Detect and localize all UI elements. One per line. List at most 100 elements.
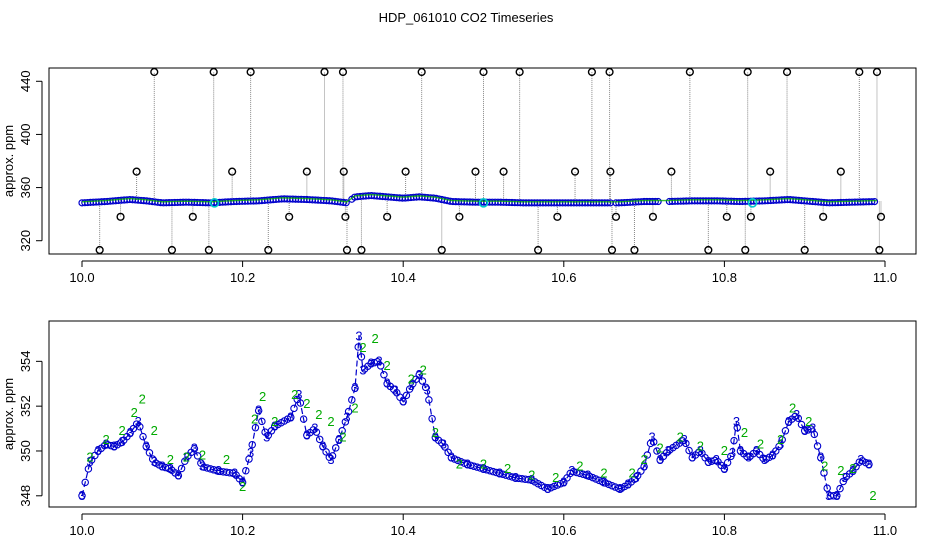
series-a-point [348, 396, 356, 404]
series-a-marker-label: 3 [624, 477, 631, 492]
series-a-marker-label: 3 [640, 459, 647, 474]
series-b-marker-label: 2 [251, 412, 258, 427]
series-b-marker-label: 2 [821, 459, 828, 474]
series-a-marker-label: 3 [151, 454, 158, 469]
figure-title: HDP_061010 CO2 Timeseries [379, 10, 554, 25]
lower-panel-y-axis-label: approx. ppm [1, 378, 16, 450]
series-b-marker-label: 2 [600, 465, 607, 480]
series-a-point [804, 426, 812, 434]
series-a-point [428, 414, 436, 423]
outlier-point [479, 67, 488, 77]
series-a-point [299, 415, 308, 423]
upper-y-tick-label: 320 [18, 230, 33, 252]
lower-y-tick-label: 350 [18, 440, 33, 462]
lower-x-tick-label: 10.8 [712, 523, 737, 538]
outlier-point [819, 212, 828, 221]
series-a-point [820, 469, 828, 477]
series-b-marker-label: 2 [315, 407, 322, 422]
series-a-marker-label: 3 [801, 423, 808, 438]
series-a-point [823, 484, 831, 492]
series-a-marker-label: 3 [733, 414, 740, 429]
outlier-point [204, 245, 213, 255]
series-b-marker-label: 2 [339, 430, 346, 445]
upper-panel-raw-co2: 10.0 10.2 10.4 10.6 10.8 11.0 320 360 400 440 ap… [1, 67, 917, 285]
series-a-marker-label: 3 [86, 454, 93, 469]
series-a-point [421, 383, 430, 392]
series-a-point [254, 406, 263, 415]
series-a-marker-label: 3 [769, 447, 776, 462]
series-a-marker-label: 3 [359, 362, 366, 377]
series-a-point [694, 448, 703, 457]
outlier-point [743, 67, 752, 77]
series-b-marker-label: 2 [271, 414, 278, 429]
series-a-marker-label: 3 [384, 376, 391, 391]
series-a-marker-label: 3 [689, 450, 696, 465]
series-a-marker-label: 3 [175, 468, 182, 483]
series-a-point [582, 471, 591, 479]
series-b-marker-label: 2 [167, 452, 174, 467]
series-a-marker-label: 3 [271, 418, 278, 433]
highlight-point [209, 198, 220, 208]
outlier-point [855, 67, 864, 77]
outlier-point [606, 167, 615, 176]
series-a-point [226, 468, 234, 477]
series-a-point [338, 427, 346, 435]
outlier-point [515, 67, 524, 77]
series-a-marker-label: 3 [448, 450, 455, 465]
upper-y-tick-label: 400 [18, 124, 33, 146]
outlier-point [383, 212, 392, 221]
series-a-point [399, 397, 407, 406]
series-b-marker-label: 2 [291, 387, 298, 402]
series-a-marker-label: 3 [215, 463, 222, 478]
series-a-marker-label: 3 [247, 445, 254, 460]
series-a-point [723, 458, 732, 467]
series-a-marker-label: 3 [817, 450, 824, 465]
series-a-marker-label: 3 [713, 452, 720, 467]
outlier-point [339, 167, 348, 176]
raw-data-point [870, 197, 879, 206]
series-a-point [142, 442, 150, 451]
series-a-marker-label: 3 [135, 414, 142, 429]
series-a-marker-label: 3 [841, 470, 848, 485]
upper-x-tick-label: 10.0 [69, 270, 94, 285]
series-a-marker-label: 3 [745, 450, 752, 465]
series-a-marker-label: 3 [375, 353, 382, 368]
outlier-point [342, 245, 352, 255]
series-a-point [743, 452, 751, 461]
series-a-point [331, 444, 340, 452]
series-a-point [315, 435, 324, 444]
outlier-point [611, 212, 621, 221]
series-a-marker-label: 3 [544, 481, 551, 496]
series-a-point [351, 384, 359, 392]
series-a-point [720, 465, 729, 473]
raw-data-point [654, 197, 662, 206]
series-a-point [81, 478, 89, 487]
series-a-marker-label: 3 [263, 430, 270, 445]
series-a-marker-label: 3 [737, 443, 744, 458]
series-b-marker-label: 2 [837, 463, 844, 478]
series-a-point [653, 447, 661, 455]
series-a-marker-label: 3 [528, 472, 535, 487]
series-a-marker-label: 3 [78, 488, 85, 503]
series-a-marker-label: 3 [568, 463, 575, 478]
series-a-marker-label: 3 [199, 459, 206, 474]
series-a-marker-label: 3 [343, 409, 350, 424]
upper-panel-y-axis: 320 360 400 440 [18, 70, 43, 252]
outlier-point [534, 245, 543, 255]
series-a-marker-label: 3 [865, 456, 872, 471]
series-a-marker-label: 3 [777, 436, 784, 451]
series-a-point [614, 484, 623, 493]
outlier-point [553, 212, 562, 221]
series-b-marker-label: 2 [223, 452, 230, 467]
series-a-point [813, 442, 822, 450]
series-a-marker-label: 3 [440, 436, 447, 451]
series-a-marker-label: 3 [496, 465, 503, 480]
series-a-point [865, 460, 873, 469]
outlier-point [570, 167, 580, 176]
series-a-point [836, 484, 844, 493]
series-a-point [238, 478, 247, 487]
series-a-point [380, 371, 388, 379]
upper-y-tick-label: 440 [18, 70, 33, 92]
outlier-point [338, 67, 348, 77]
